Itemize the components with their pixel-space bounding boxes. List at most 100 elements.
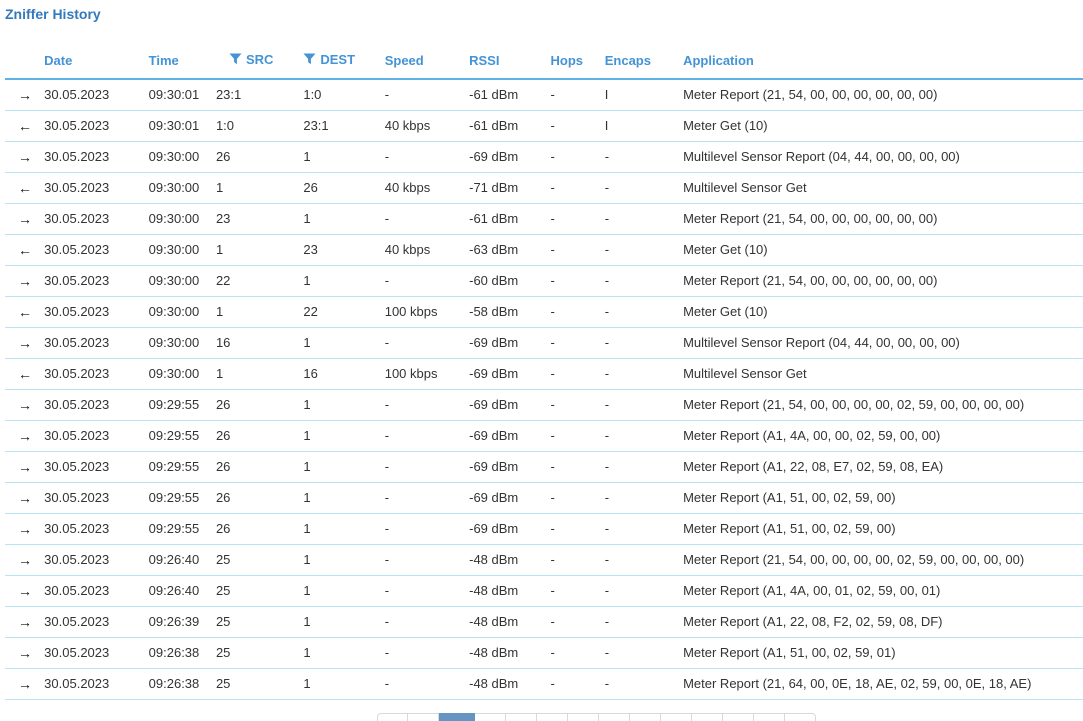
cell-speed: - (384, 513, 470, 545)
table-row[interactable]: → 30.05.2023 09:29:55 26 1- -69 dBm - - Meter Re… (5, 420, 1083, 452)
cell-speed: - (384, 420, 470, 452)
cell-time: 09:26:40 (148, 544, 216, 576)
cell-application: Meter Report (A1, 51, 00, 02, 59, 01) (683, 637, 1083, 669)
zniffer-table-body: → 30.05.2023 09:30:01 23:1 1:0- -61 dBm - I Mete… (5, 79, 1083, 700)
cell-time: 09:30:00 (148, 203, 216, 235)
pagination-button[interactable] (630, 713, 661, 721)
pagination-button[interactable] (723, 713, 754, 721)
pagination-button[interactable] (661, 713, 692, 721)
pagination-button[interactable] (692, 713, 723, 721)
cell-encaps: - (604, 544, 684, 576)
cell-rssi: -48 dBm (469, 637, 551, 669)
cell-date: 30.05.2023 (44, 575, 149, 607)
cell-rssi: -71 dBm (469, 172, 551, 204)
table-row[interactable]: → 30.05.2023 09:30:00 23 1- -61 dBm - - Meter Re… (5, 203, 1083, 235)
table-row[interactable]: → 30.05.2023 09:26:40 25 1- -48 dBm - - Meter Re… (5, 575, 1083, 607)
pagination-button[interactable] (568, 713, 599, 721)
cell-encaps: - (604, 668, 684, 700)
cell-date: 30.05.2023 (44, 637, 149, 669)
page-title: Zniffer History (5, 6, 101, 22)
cell-hops: - (550, 420, 605, 452)
cell-rssi: -63 dBm (469, 234, 551, 266)
table-row[interactable]: → 30.05.2023 09:26:38 25 1- -48 dBm - - Meter Re… (5, 637, 1083, 669)
pagination-button[interactable] (408, 713, 439, 721)
zniffer-history-table: Date Time SRC DEST Speed RSSI Hops Encap… (5, 44, 1083, 700)
outgoing-arrow-icon: → (5, 79, 45, 111)
cell-speed: - (384, 606, 470, 638)
cell-date: 30.05.2023 (44, 234, 149, 266)
cell-application: Meter Get (10) (683, 296, 1083, 328)
pagination-button[interactable] (506, 713, 537, 721)
cell-encaps: - (604, 637, 684, 669)
cell-hops: - (550, 482, 605, 514)
table-row[interactable]: ← 30.05.2023 09:30:00 1 22 100 kbps -58 dBm - - M… (5, 296, 1083, 328)
filter-icon[interactable] (303, 53, 316, 68)
cell-dest: 1 (303, 575, 385, 607)
cell-speed: - (384, 637, 470, 669)
cell-encaps: - (604, 482, 684, 514)
cell-hops: - (550, 513, 605, 545)
column-header-speed: Speed (384, 44, 470, 80)
cell-application: Meter Report (21, 54, 00, 00, 00, 00, 02… (683, 389, 1083, 421)
column-header-direction (5, 44, 45, 80)
cell-date: 30.05.2023 (44, 420, 149, 452)
cell-hops: - (550, 668, 605, 700)
pagination-button[interactable] (537, 713, 568, 721)
cell-speed: 40 kbps (384, 234, 470, 266)
cell-encaps: - (604, 389, 684, 421)
cell-dest: 1:0 (303, 79, 385, 111)
cell-time: 09:29:55 (148, 451, 216, 483)
cell-time: 09:26:38 (148, 637, 216, 669)
outgoing-arrow-icon: → (5, 668, 45, 700)
cell-src: 26 (215, 389, 304, 421)
pagination-button[interactable] (785, 713, 816, 721)
cell-rssi: -69 dBm (469, 482, 551, 514)
table-row[interactable]: → 30.05.2023 09:30:00 16 1- -69 dBm - - Multilev… (5, 327, 1083, 359)
column-header-dest-label: DEST (320, 52, 356, 67)
pagination-button[interactable] (599, 713, 630, 721)
column-header-src: SRC (215, 44, 304, 80)
cell-rssi: -69 dBm (469, 389, 551, 421)
filter-icon[interactable] (229, 53, 242, 68)
table-row[interactable]: → 30.05.2023 09:30:01 23:1 1:0- -61 dBm - I Mete… (5, 79, 1083, 111)
cell-encaps: - (604, 172, 684, 204)
cell-src: 23:1 (215, 79, 304, 111)
cell-encaps: I (604, 79, 684, 111)
cell-src: 26 (215, 451, 304, 483)
table-row[interactable]: → 30.05.2023 09:26:39 25 1- -48 dBm - - Meter Re… (5, 606, 1083, 638)
cell-application: Meter Report (A1, 51, 00, 02, 59, 00) (683, 513, 1083, 545)
cell-rssi: -69 dBm (469, 420, 551, 452)
cell-src: 1 (215, 358, 304, 390)
cell-time: 09:26:40 (148, 575, 216, 607)
column-header-src-label: SRC (245, 52, 274, 67)
table-row[interactable]: ← 30.05.2023 09:30:00 1 23 40 kbps -63 dBm - - Me… (5, 234, 1083, 266)
table-row[interactable]: → 30.05.2023 09:30:00 22 1- -60 dBm - - Meter Re… (5, 265, 1083, 297)
table-row[interactable]: → 30.05.2023 09:30:00 26 1- -69 dBm - - Multilev… (5, 141, 1083, 173)
pagination-button[interactable] (475, 713, 506, 721)
table-row[interactable]: → 30.05.2023 09:26:40 25 1- -48 dBm - - Meter Re… (5, 544, 1083, 576)
table-row[interactable]: → 30.05.2023 09:29:55 26 1- -69 dBm - - Meter Re… (5, 513, 1083, 545)
cell-speed: - (384, 482, 470, 514)
cell-rssi: -48 dBm (469, 606, 551, 638)
pagination-button[interactable] (754, 713, 785, 721)
cell-encaps: - (604, 420, 684, 452)
cell-date: 30.05.2023 (44, 141, 149, 173)
table-row[interactable]: → 30.05.2023 09:29:55 26 1- -69 dBm - - Meter Re… (5, 389, 1083, 421)
cell-application: Multilevel Sensor Report (04, 44, 00, 00… (683, 141, 1083, 173)
cell-encaps: - (604, 358, 684, 390)
table-row[interactable]: ← 30.05.2023 09:30:01 1:0 23:1 40 kbps -61 dBm… (5, 110, 1083, 142)
cell-date: 30.05.2023 (44, 606, 149, 638)
pagination-button[interactable] (377, 713, 408, 721)
cell-dest: 1 (303, 513, 385, 545)
table-row[interactable]: → 30.05.2023 09:26:38 25 1- -48 dBm - - Meter Re… (5, 668, 1083, 700)
cell-src: 1 (215, 172, 304, 204)
cell-date: 30.05.2023 (44, 327, 149, 359)
table-row[interactable]: → 30.05.2023 09:29:55 26 1- -69 dBm - - Meter Re… (5, 451, 1083, 483)
table-row[interactable]: → 30.05.2023 09:29:55 26 1- -69 dBm - - Meter Re… (5, 482, 1083, 514)
cell-dest: 1 (303, 265, 385, 297)
outgoing-arrow-icon: → (5, 482, 45, 514)
pagination-button-active[interactable] (439, 713, 475, 721)
table-row[interactable]: ← 30.05.2023 09:30:00 1 26 40 kbps -71 dBm - - Mu… (5, 172, 1083, 204)
cell-dest: 1 (303, 141, 385, 173)
table-row[interactable]: ← 30.05.2023 09:30:00 1 16 100 kbps -69 dBm - - M… (5, 358, 1083, 390)
